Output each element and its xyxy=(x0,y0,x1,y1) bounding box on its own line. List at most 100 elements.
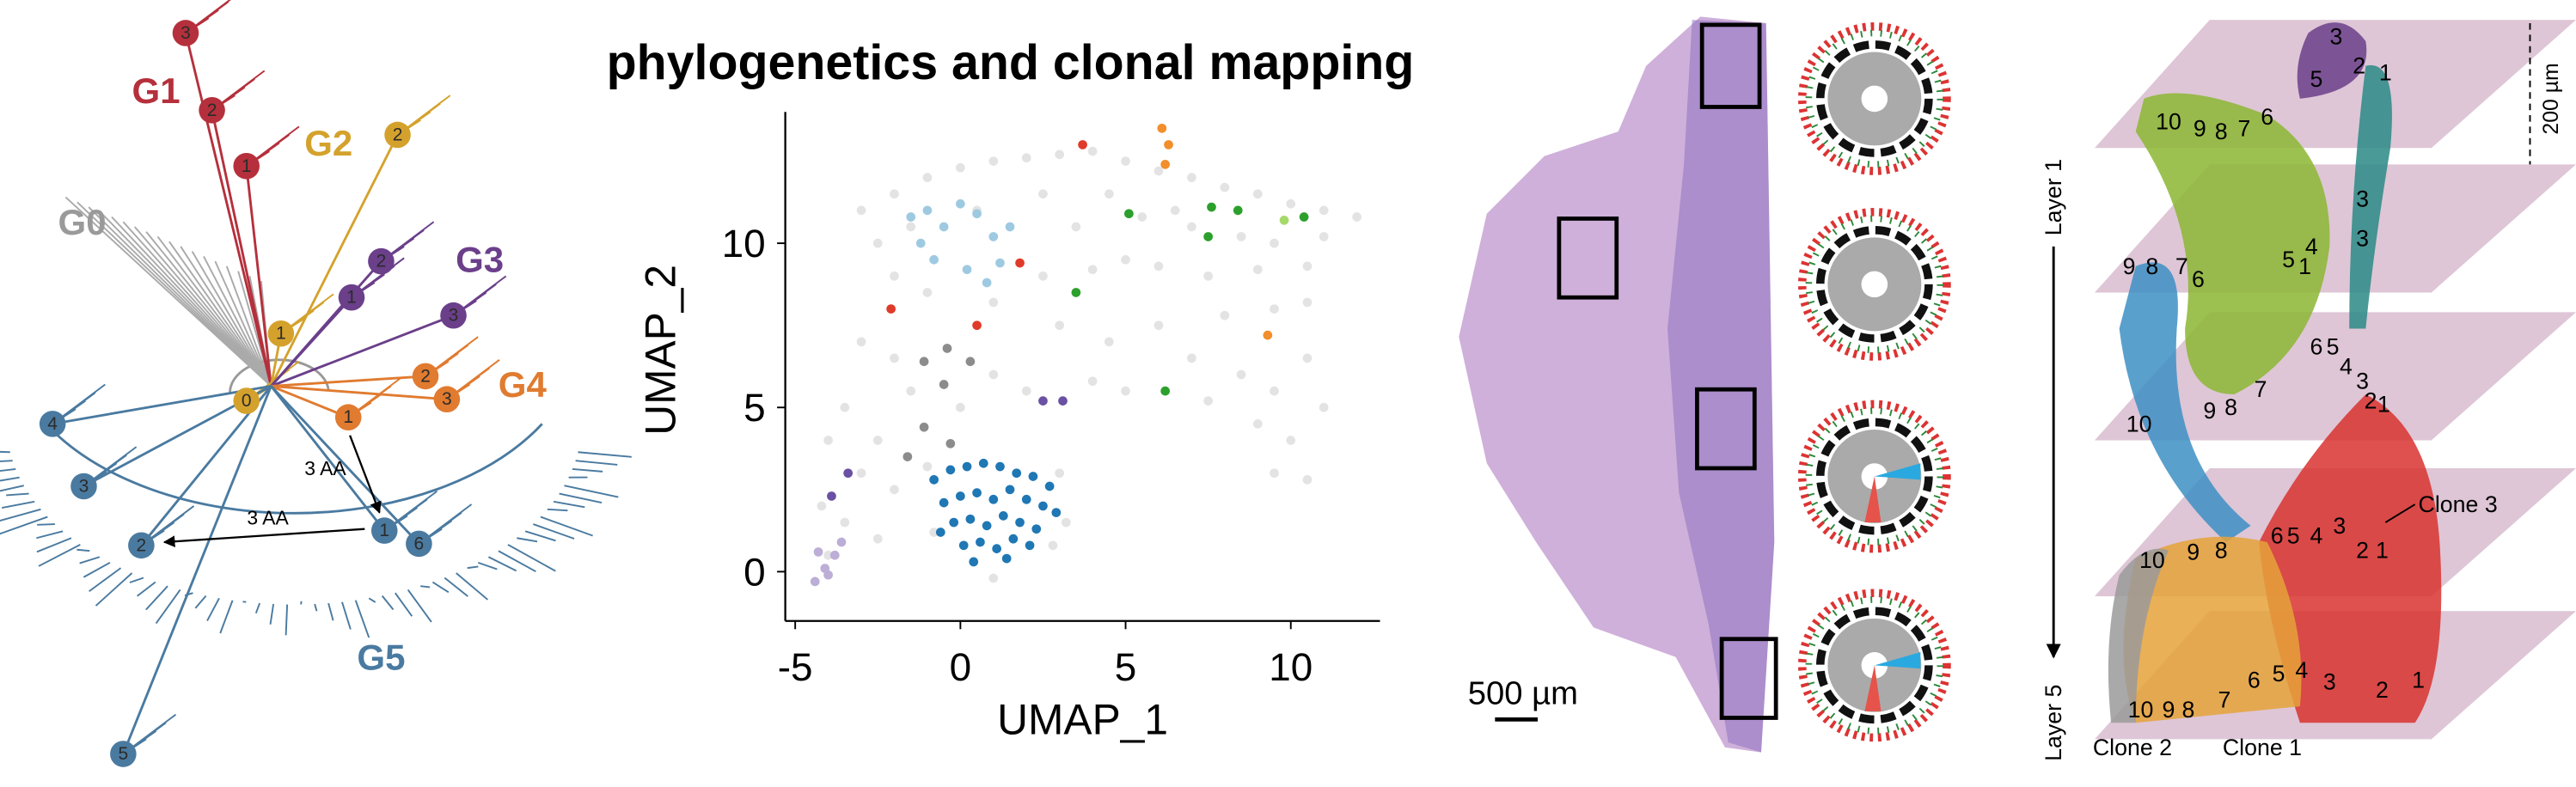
branch xyxy=(2,500,35,509)
clone-number: 6 xyxy=(2248,668,2261,693)
layer-label: Layer 1 xyxy=(2041,159,2066,235)
branch xyxy=(368,597,376,603)
branch xyxy=(467,565,479,570)
branch xyxy=(99,211,272,387)
point xyxy=(969,557,979,567)
point xyxy=(1233,205,1243,216)
clone-number: 2 xyxy=(2376,677,2389,703)
branch xyxy=(122,385,272,755)
branch xyxy=(0,468,16,473)
branch xyxy=(444,577,468,597)
point xyxy=(1203,396,1214,406)
node-label: 2 xyxy=(137,535,147,555)
point xyxy=(1319,205,1329,216)
circos-dots xyxy=(1797,22,1951,175)
point xyxy=(836,537,847,547)
clone-number: 5 xyxy=(2287,522,2300,548)
branch xyxy=(36,530,64,540)
clone-number: 8 xyxy=(2224,394,2237,420)
clone-number: 2 xyxy=(2365,388,2377,414)
group-label: G1 xyxy=(132,70,181,111)
point xyxy=(1121,386,1130,396)
annotation: 3 AA xyxy=(304,457,346,479)
branch xyxy=(76,548,90,552)
point xyxy=(1078,140,1087,149)
clone-number: 3 xyxy=(2333,513,2346,539)
branch xyxy=(156,235,272,387)
node-label: 1 xyxy=(242,156,252,176)
clone-number: 3 xyxy=(2356,225,2369,251)
branch xyxy=(122,221,272,387)
point xyxy=(1270,304,1279,314)
point xyxy=(1286,436,1296,445)
point xyxy=(995,258,1005,268)
point xyxy=(992,544,1001,553)
point xyxy=(1153,261,1164,271)
branch xyxy=(477,561,498,570)
point xyxy=(1302,474,1312,485)
point xyxy=(817,501,827,511)
node-label: 3 xyxy=(449,306,459,326)
branch xyxy=(79,556,101,564)
branch xyxy=(83,562,111,578)
point xyxy=(1187,353,1196,363)
point xyxy=(827,491,836,501)
clone-number: 7 xyxy=(2175,253,2188,279)
clone-number: 4 xyxy=(2310,522,2323,548)
clone-number: 8 xyxy=(2215,119,2228,144)
point xyxy=(1087,376,1098,387)
clone-number: 10 xyxy=(2126,411,2152,436)
clone-number: 6 xyxy=(2192,266,2205,292)
circos-center xyxy=(1861,271,1888,298)
branch xyxy=(145,231,272,387)
point xyxy=(1071,222,1081,232)
branch xyxy=(395,592,413,617)
node-label: 1 xyxy=(276,324,286,344)
point xyxy=(886,304,896,314)
tissue-edge xyxy=(1667,20,1775,753)
node-label: 1 xyxy=(379,521,389,540)
clone-number: 1 xyxy=(2379,59,2392,85)
point xyxy=(939,380,949,389)
point xyxy=(939,222,949,232)
point xyxy=(962,461,972,472)
point xyxy=(962,265,972,275)
point xyxy=(995,461,1005,472)
branch xyxy=(381,595,395,611)
branch xyxy=(271,384,447,401)
point xyxy=(1005,222,1015,232)
clone-number: 9 xyxy=(2123,253,2136,279)
branch xyxy=(524,530,556,542)
point xyxy=(1270,386,1279,396)
point xyxy=(1160,160,1171,169)
clone-number: 10 xyxy=(2139,547,2165,573)
clone-number: 9 xyxy=(2194,115,2206,141)
y-tick-label: 5 xyxy=(743,385,766,430)
clone-grey xyxy=(2108,548,2169,723)
circos-dots xyxy=(1797,589,1951,742)
point xyxy=(1038,189,1048,199)
circos-dots xyxy=(1805,407,1944,546)
point xyxy=(840,402,850,412)
circos-dots xyxy=(1805,215,1944,354)
point xyxy=(945,438,956,448)
y-tick-label: 0 xyxy=(743,549,766,594)
region-box xyxy=(1719,637,1778,720)
branch xyxy=(206,597,220,622)
branch xyxy=(578,451,632,458)
point xyxy=(840,517,850,528)
branch xyxy=(314,603,318,612)
clone-number: 6 xyxy=(2271,522,2284,548)
clone-number: 9 xyxy=(2203,398,2216,424)
figure-title: phylogenetics and clonal mapping xyxy=(607,35,1415,90)
point xyxy=(1015,258,1025,268)
branch xyxy=(341,601,352,630)
tree-node xyxy=(412,363,439,390)
group-label: G4 xyxy=(499,364,548,405)
point xyxy=(810,577,820,587)
circos-center xyxy=(1861,652,1888,679)
branch xyxy=(168,241,272,387)
branch xyxy=(564,485,619,498)
branch xyxy=(553,500,585,509)
circos-center xyxy=(1861,85,1888,113)
